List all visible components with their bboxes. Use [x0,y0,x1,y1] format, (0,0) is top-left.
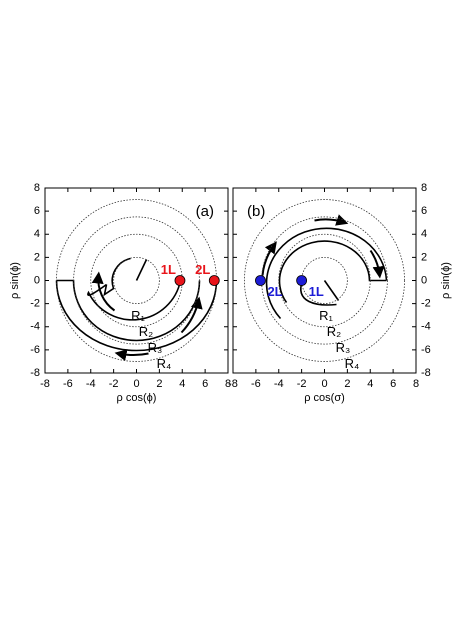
trajectories-b [261,214,388,320]
region-label: R₄ [157,356,172,371]
ring [113,256,160,305]
x-tick-label: -8 [228,378,238,390]
point [255,275,266,286]
ring [301,256,348,305]
x-tick-label: -8 [40,378,50,390]
x-tick-label: 0 [133,378,139,390]
point [296,275,308,286]
x-tick-label: 4 [179,378,185,390]
y-axis-label: ρ sin(ϕ) [9,262,21,299]
y-tick-label: -2 [421,298,431,310]
x-tick-label: -4 [86,378,96,390]
y-tick-label: 4 [421,228,427,240]
x-tick-label: -4 [274,378,284,390]
x-tick-label: 0 [321,378,327,390]
y-tick-label: -8 [421,367,431,379]
region-label: R₁ [319,308,333,323]
y-tick-label: -2 [30,298,40,310]
x-tick-label: -6 [63,378,73,390]
y-tick-label: -8 [30,367,40,379]
y-tick-label: 0 [34,274,40,286]
x-tick-label: 6 [202,378,208,390]
trajectories-a [55,257,218,361]
y-tick-label: 0 [421,274,427,286]
point-label: 2L [195,262,210,277]
x-tick-label: -2 [109,378,119,390]
y-tick-label: 6 [34,205,40,217]
y-tick-label: 4 [34,228,40,240]
x-tick-label: 8 [225,378,231,390]
point-label: 1L [309,284,324,299]
region-label: R₁ [131,308,145,323]
y-tick-label: 8 [34,182,40,194]
y-tick-label: 2 [421,251,427,263]
x-tick-label: -6 [251,378,261,390]
x-tick-label: -2 [297,378,307,390]
ring [244,199,405,362]
x-tick-label: 8 [413,378,419,390]
y-tick-label: -6 [30,344,40,356]
point [208,275,220,286]
y-tick-label: 6 [421,205,427,217]
x-tick-label: 4 [367,378,373,390]
region-label: R₂ [139,324,153,339]
y-tick-label: 8 [421,182,427,194]
x-axis-label: ρ cos(σ) [304,392,345,404]
point-label: 2L [267,284,282,299]
y-axis-label: ρ sin(ϕ) [440,262,452,299]
y-tick-label: -4 [30,321,40,333]
panel-label: (b) [247,203,265,220]
point [174,275,186,286]
region-label: R₃ [336,340,351,355]
y-tick-label: -4 [421,321,431,333]
x-tick-label: 2 [344,378,350,390]
x-tick-label: 2 [156,378,162,390]
x-tick-label: 6 [390,378,396,390]
region-label: R₂ [327,324,341,339]
y-tick-label: 2 [34,251,40,263]
point-label: 1L [161,262,176,277]
x-axis-label: ρ cos(ϕ) [117,392,157,404]
panel-label: (a) [196,203,214,220]
region-label: R₃ [148,340,163,355]
ring [278,233,371,328]
ring [73,216,200,345]
region-label: R₄ [345,356,360,371]
y-tick-label: -6 [421,344,431,356]
